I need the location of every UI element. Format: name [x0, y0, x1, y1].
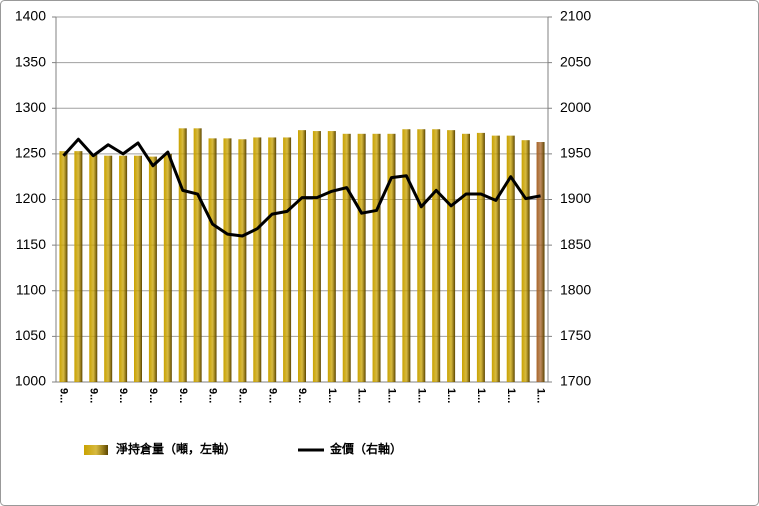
y2-tick-label: 1850 [560, 236, 591, 252]
bar [178, 128, 187, 382]
bar [89, 153, 98, 382]
y2-tick-label: 2050 [560, 53, 591, 69]
x-tick-label: 9... [177, 388, 189, 403]
bar [417, 129, 426, 382]
bar [462, 133, 470, 382]
y2-tick-label: 1800 [560, 281, 591, 297]
y2-tick-label: 2000 [560, 99, 591, 115]
bar [521, 140, 530, 382]
y-tick-label: 1050 [15, 327, 46, 343]
bar [223, 138, 232, 382]
bar [491, 135, 500, 382]
bar [432, 129, 441, 382]
bar [327, 131, 336, 382]
bar [342, 133, 351, 382]
bar [59, 151, 68, 382]
bar [163, 153, 172, 382]
y2-tick-label: 1900 [560, 190, 591, 206]
legend-label: 金價（右軸） [329, 441, 402, 456]
y2-tick-label: 1750 [560, 327, 591, 343]
bar [134, 155, 142, 382]
y-tick-label: 1350 [15, 53, 46, 69]
y-tick-label: 1400 [15, 8, 46, 24]
bar [283, 137, 292, 382]
line [62, 137, 541, 238]
x-tick-label: 9... [117, 388, 129, 403]
x-tick-label: 9... [296, 388, 308, 403]
x-tick-label: 1... [535, 388, 547, 403]
bar [104, 155, 113, 382]
y-tick-label: 1300 [15, 99, 46, 115]
y-tick-label: 1100 [16, 281, 46, 297]
bar [148, 156, 157, 382]
bar [268, 137, 277, 382]
y-tick-label: 1000 [15, 373, 46, 389]
x-tick-label: 9... [87, 388, 99, 403]
bar [193, 128, 202, 382]
bar [208, 138, 217, 382]
bar [536, 142, 545, 382]
x-tick-label: 9... [58, 388, 70, 403]
x-tick-label: 1... [415, 388, 427, 403]
x-tick-label: 1... [326, 388, 338, 403]
bar [372, 133, 381, 382]
bar [74, 151, 83, 382]
legend-label: 淨持倉量（噸，左軸） [115, 441, 236, 456]
x-tick-label: 1... [356, 388, 368, 403]
bar [357, 133, 366, 382]
bar [312, 131, 321, 382]
x-tick-label: 9... [147, 388, 159, 403]
bar [238, 139, 247, 382]
bar [506, 135, 515, 382]
x-tick-label: 9... [236, 388, 248, 403]
x-tick-label: 9... [266, 388, 278, 403]
x-tick-label: 1... [505, 388, 517, 403]
x-tick-label: 1... [386, 388, 398, 403]
x-tick-label: 1... [445, 388, 457, 403]
legend-swatch [84, 445, 108, 455]
y-tick-label: 1200 [15, 190, 46, 206]
x-tick-label: 1... [475, 388, 487, 403]
y-tick-label: 1150 [16, 236, 46, 252]
bar [119, 155, 128, 382]
bar [298, 130, 306, 382]
bar [402, 129, 411, 382]
y-tick-label: 1250 [15, 145, 46, 161]
bar [387, 133, 396, 382]
y2-tick-label: 1700 [560, 373, 591, 389]
y2-tick-label: 2100 [560, 8, 591, 24]
bar [476, 132, 485, 382]
bar [253, 137, 262, 382]
y2-tick-label: 1950 [560, 145, 591, 161]
bar [447, 130, 456, 382]
x-tick-label: 9... [207, 388, 219, 403]
